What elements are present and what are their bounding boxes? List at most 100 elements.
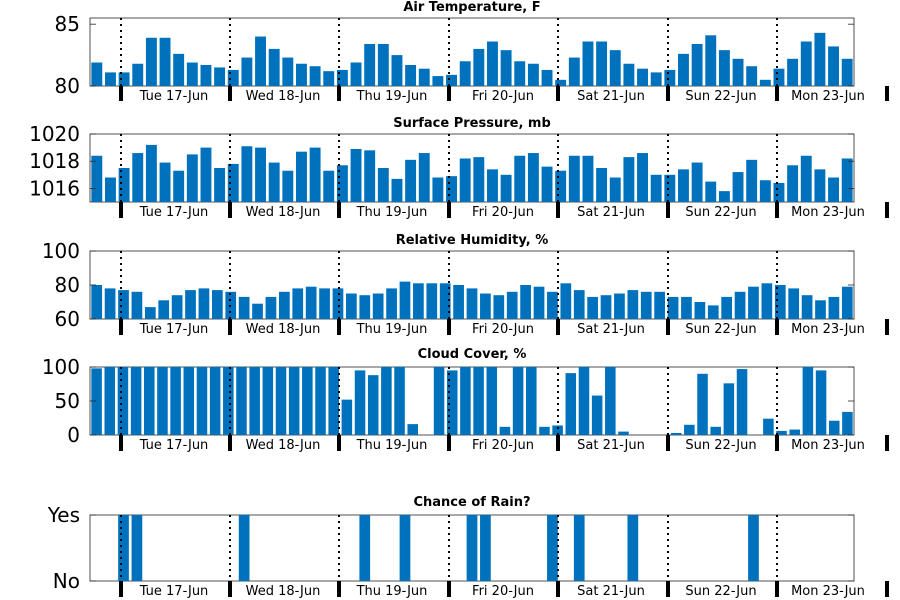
data-bar: [512, 367, 524, 435]
y-tick-label: 100: [42, 355, 80, 379]
data-bar: [828, 177, 839, 202]
data-bar: [275, 367, 287, 435]
data-bar: [707, 305, 719, 319]
data-bar: [105, 177, 116, 202]
data-bar: [664, 69, 676, 86]
day-label: Fri 20-Jun: [472, 584, 534, 599]
day-label: Mon 23-Jun: [791, 205, 865, 220]
plot-frame: [89, 133, 855, 203]
y-tick-label: No: [53, 569, 80, 593]
y-tick-label: 0: [67, 423, 80, 447]
data-bar: [493, 295, 505, 319]
y-tick-label: 1020: [29, 122, 80, 146]
data-bar: [814, 169, 826, 202]
data-bar: [446, 176, 457, 202]
day-label: Sun 22-Jun: [685, 322, 756, 337]
data-bar: [145, 37, 157, 86]
data-bar: [282, 57, 294, 86]
data-bar: [697, 373, 708, 435]
data-bar: [582, 155, 594, 202]
data-bar: [236, 367, 247, 435]
day-label: Sun 22-Jun: [685, 438, 756, 453]
data-bar: [605, 367, 616, 435]
data-bar: [460, 367, 471, 435]
data-bar: [842, 411, 853, 435]
day-label: Sun 22-Jun: [685, 205, 756, 220]
day-label: Mon 23-Jun: [791, 438, 865, 453]
data-bar: [159, 37, 171, 86]
data-bar: [746, 66, 758, 86]
y-tick-label: 80: [55, 74, 80, 98]
data-bar: [480, 293, 491, 319]
data-bar: [664, 174, 676, 202]
day-label: Tue 17-Jun: [139, 205, 209, 220]
day-label: Mon 23-Jun: [791, 322, 865, 337]
data-bar: [268, 162, 280, 202]
data-bar: [596, 168, 608, 202]
data-bar: [710, 426, 721, 435]
data-bar: [623, 157, 635, 202]
data-bar: [486, 367, 498, 435]
data-bar: [252, 303, 263, 319]
data-bar: [582, 41, 594, 86]
day-label: Wed 18-Jun: [246, 205, 321, 220]
data-bar: [759, 79, 771, 86]
data-bar: [399, 281, 411, 319]
data-bar: [238, 296, 250, 319]
day-label: Fri 20-Jun: [472, 205, 534, 220]
data-bar: [255, 36, 266, 86]
data-bar: [650, 72, 662, 86]
data-bar: [238, 515, 250, 581]
day-label: Sat 21-Jun: [577, 205, 645, 220]
y-tick-label: 1018: [29, 149, 80, 173]
day-label: Thu 19-Jun: [356, 584, 428, 599]
day-label: Thu 19-Jun: [356, 205, 428, 220]
data-bar: [466, 288, 478, 319]
panel-1: Tue 17-Jun Wed 18-Jun Thu 19-Jun Fri 20-Jun…: [55, 0, 889, 104]
data-bar: [500, 50, 512, 86]
data-bar: [841, 58, 853, 86]
data-bar: [761, 283, 773, 319]
data-bar: [91, 155, 103, 202]
data-bar: [555, 170, 567, 202]
data-bar: [159, 162, 171, 202]
data-bar: [734, 291, 746, 319]
y-tick-label: 60: [55, 307, 80, 331]
data-bar: [514, 155, 526, 202]
data-bar: [539, 426, 550, 435]
day-label: Fri 20-Jun: [472, 438, 534, 453]
data-bar: [637, 153, 648, 202]
day-label: Thu 19-Jun: [356, 438, 428, 453]
data-bar: [787, 165, 799, 202]
y-tick-label: 50: [55, 389, 80, 413]
data-bar: [618, 431, 629, 435]
data-bar: [800, 155, 812, 202]
data-bar: [506, 291, 518, 319]
data-bar: [578, 367, 590, 435]
y-tick-label: 80: [55, 273, 80, 297]
day-label: Fri 20-Jun: [472, 322, 534, 337]
data-bar: [815, 300, 826, 319]
data-bar: [776, 430, 787, 435]
day-label: Mon 23-Jun: [791, 89, 865, 104]
data-bar: [759, 180, 771, 202]
data-bar: [533, 286, 545, 319]
data-bar: [391, 178, 403, 202]
data-bar: [439, 283, 451, 319]
data-bar: [487, 169, 498, 202]
data-bar: [227, 69, 239, 86]
data-bar: [609, 50, 621, 86]
day-label: Thu 19-Jun: [356, 89, 428, 104]
data-bar: [144, 307, 156, 319]
data-bar: [814, 32, 826, 86]
data-bar: [678, 169, 689, 202]
day-label: Wed 18-Jun: [246, 438, 321, 453]
data-bar: [241, 57, 253, 86]
data-bar: [432, 76, 444, 86]
data-bar: [309, 147, 321, 202]
data-bar: [691, 162, 703, 202]
data-bar: [453, 285, 464, 319]
data-bar: [198, 288, 210, 319]
data-bar: [186, 62, 198, 86]
data-bar: [328, 367, 339, 435]
